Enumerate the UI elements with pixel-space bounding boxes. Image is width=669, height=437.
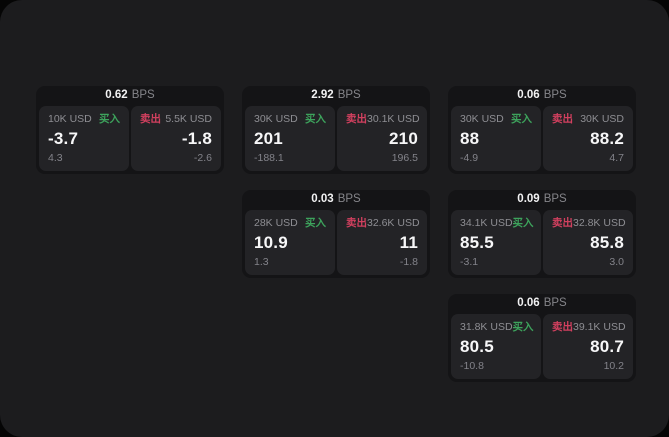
- quote-card: 0.03 BPS 28K USD 买入 10.9 1.3 卖出 32.6K US…: [242, 190, 430, 278]
- buy-price: 201: [254, 128, 283, 148]
- quote-panels: 34.1K USD 买入 85.5 -3.1 卖出 32.8K USD 85.8…: [448, 210, 636, 278]
- quote-card: 0.06 BPS 31.8K USD 买入 80.5 -10.8 卖出 39.1…: [448, 294, 636, 382]
- buy-panel[interactable]: 10K USD 买入 -3.7 4.3: [39, 106, 129, 171]
- quote-panels: 30K USD 买入 201 -188.1 卖出 30.1K USD 210 1…: [242, 106, 430, 174]
- sell-price: -1.8: [181, 128, 212, 148]
- bps-value: 0.62: [105, 89, 128, 102]
- sell-size-label: 32.6K USD: [367, 217, 420, 229]
- buy-side-label: 买入: [99, 113, 120, 125]
- sell-side-label: 卖出: [346, 217, 367, 229]
- sell-price: 88.2: [590, 128, 624, 148]
- sell-delta: 10.2: [603, 360, 624, 373]
- buy-side-label: 买入: [512, 321, 534, 333]
- sell-delta: 196.5: [391, 152, 418, 165]
- buy-price: 88: [460, 128, 480, 148]
- sell-size-label: 39.1K USD: [573, 321, 626, 333]
- buy-price: 85.5: [460, 232, 494, 252]
- quote-panels: 10K USD 买入 -3.7 4.3 卖出 5.5K USD -1.8 -2.…: [36, 106, 224, 174]
- buy-side-label: 买入: [305, 113, 326, 125]
- card-header: 2.92 BPS: [242, 86, 430, 106]
- sell-panel[interactable]: 卖出 32.8K USD 85.8 3.0: [543, 210, 633, 275]
- bps-value: 0.09: [517, 193, 540, 206]
- sell-size-label: 30K USD: [580, 113, 624, 125]
- quote-card: 0.06 BPS 30K USD 买入 88 -4.9 卖出 30K USD: [448, 86, 636, 174]
- bps-value: 2.92: [311, 89, 334, 102]
- quote-card: 0.09 BPS 34.1K USD 买入 85.5 -3.1 卖出 32.8K…: [448, 190, 636, 278]
- buy-delta: -188.1: [254, 152, 284, 165]
- buy-panel[interactable]: 30K USD 买入 201 -188.1: [245, 106, 335, 171]
- buy-size-label: 34.1K USD: [460, 217, 513, 229]
- quote-card: 0.62 BPS 10K USD 买入 -3.7 4.3 卖出 5.5K USD: [36, 86, 224, 174]
- sell-side-label: 卖出: [552, 217, 573, 229]
- bps-unit-label: BPS: [543, 89, 567, 102]
- sell-price: 210: [389, 128, 418, 148]
- quote-grid: 0.62 BPS 10K USD 买入 -3.7 4.3 卖出 5.5K USD: [36, 86, 636, 382]
- sell-panel[interactable]: 卖出 32.6K USD 11 -1.8: [337, 210, 427, 275]
- card-header: 0.62 BPS: [36, 86, 224, 106]
- sell-panel[interactable]: 卖出 39.1K USD 80.7 10.2: [543, 314, 633, 379]
- card-header: 0.03 BPS: [242, 190, 430, 210]
- sell-size-label: 5.5K USD: [165, 113, 212, 125]
- bps-unit-label: BPS: [543, 193, 567, 206]
- buy-side-label: 买入: [305, 217, 326, 229]
- sell-panel[interactable]: 卖出 30.1K USD 210 196.5: [337, 106, 427, 171]
- sell-price: 85.8: [590, 232, 624, 252]
- buy-panel[interactable]: 28K USD 买入 10.9 1.3: [245, 210, 335, 275]
- buy-panel[interactable]: 34.1K USD 买入 85.5 -3.1: [451, 210, 541, 275]
- bps-value: 0.06: [517, 89, 540, 102]
- quote-panels: 28K USD 买入 10.9 1.3 卖出 32.6K USD 11 -1.8: [242, 210, 430, 278]
- buy-delta: -3.1: [460, 256, 479, 269]
- sell-side-label: 卖出: [552, 321, 573, 333]
- sell-panel[interactable]: 卖出 30K USD 88.2 4.7: [543, 106, 633, 171]
- sell-price: 11: [399, 232, 418, 252]
- sell-size-label: 30.1K USD: [367, 113, 420, 125]
- sell-delta: -2.6: [193, 152, 212, 165]
- bps-unit-label: BPS: [131, 89, 155, 102]
- buy-panel[interactable]: 31.8K USD 买入 80.5 -10.8: [451, 314, 541, 379]
- quote-panels: 31.8K USD 买入 80.5 -10.8 卖出 39.1K USD 80.…: [448, 314, 636, 382]
- buy-delta: -10.8: [460, 360, 484, 373]
- sell-size-label: 32.8K USD: [573, 217, 626, 229]
- buy-size-label: 28K USD: [254, 217, 298, 229]
- buy-size-label: 30K USD: [460, 113, 504, 125]
- buy-delta: 4.3: [48, 152, 63, 165]
- sell-side-label: 卖出: [346, 113, 367, 125]
- quote-card: 2.92 BPS 30K USD 买入 201 -188.1 卖出 30.1K …: [242, 86, 430, 174]
- buy-price: 80.5: [460, 336, 494, 356]
- bps-value: 0.03: [311, 193, 334, 206]
- buy-size-label: 30K USD: [254, 113, 298, 125]
- quote-panels: 30K USD 买入 88 -4.9 卖出 30K USD 88.2 4.7: [448, 106, 636, 174]
- sell-delta: -1.8: [399, 256, 418, 269]
- bps-value: 0.06: [517, 297, 540, 310]
- buy-price: -3.7: [48, 128, 79, 148]
- buy-size-label: 10K USD: [48, 113, 92, 125]
- sell-delta: 4.7: [609, 152, 624, 165]
- buy-side-label: 买入: [511, 113, 532, 125]
- bps-unit-label: BPS: [337, 193, 361, 206]
- sell-side-label: 卖出: [552, 113, 573, 125]
- sell-side-label: 卖出: [140, 113, 161, 125]
- sell-delta: 3.0: [609, 256, 624, 269]
- buy-price: 10.9: [254, 232, 288, 252]
- card-header: 0.09 BPS: [448, 190, 636, 210]
- card-header: 0.06 BPS: [448, 294, 636, 314]
- sell-price: 80.7: [590, 336, 624, 356]
- buy-size-label: 31.8K USD: [460, 321, 513, 333]
- card-header: 0.06 BPS: [448, 86, 636, 106]
- sell-panel[interactable]: 卖出 5.5K USD -1.8 -2.6: [131, 106, 221, 171]
- buy-panel[interactable]: 30K USD 买入 88 -4.9: [451, 106, 541, 171]
- bps-unit-label: BPS: [337, 89, 361, 102]
- buy-side-label: 买入: [512, 217, 534, 229]
- buy-delta: -4.9: [460, 152, 479, 165]
- buy-delta: 1.3: [254, 256, 269, 269]
- bps-unit-label: BPS: [543, 297, 567, 310]
